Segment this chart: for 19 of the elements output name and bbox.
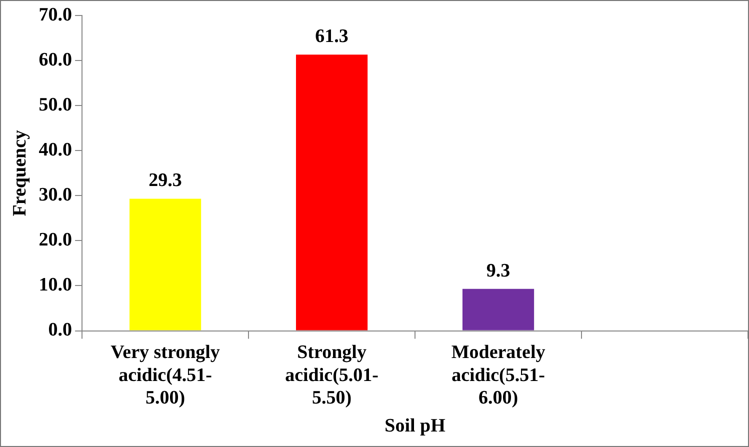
y-tick-label: 0.0 [48,320,72,341]
x-tick-label: Moderately acidic(5.51-6.00) [451,342,546,409]
bar [462,288,534,330]
y-tick-label: 30.0 [38,184,72,206]
y-axis-title: Frequency [9,130,30,216]
x-tick-label: Strongly acidic(5.01-5.50) [285,342,378,409]
y-tick-label: 20.0 [38,230,72,251]
bar [296,54,368,330]
y-tick-label: 60.0 [38,49,72,70]
y-tick-label: 50.0 [38,94,72,116]
x-axis-title: Soil pH [384,416,446,437]
data-label: 9.3 [486,260,510,282]
bar [130,198,202,330]
data-label: 29.3 [148,170,182,192]
x-tick-label: Very strongly acidic(4.51-5.00) [110,342,220,409]
y-tick-label: 10.0 [38,274,72,296]
data-label: 61.3 [315,26,348,48]
y-tick-label: 40.0 [38,139,72,160]
y-tick-label: 70.0 [38,4,72,26]
